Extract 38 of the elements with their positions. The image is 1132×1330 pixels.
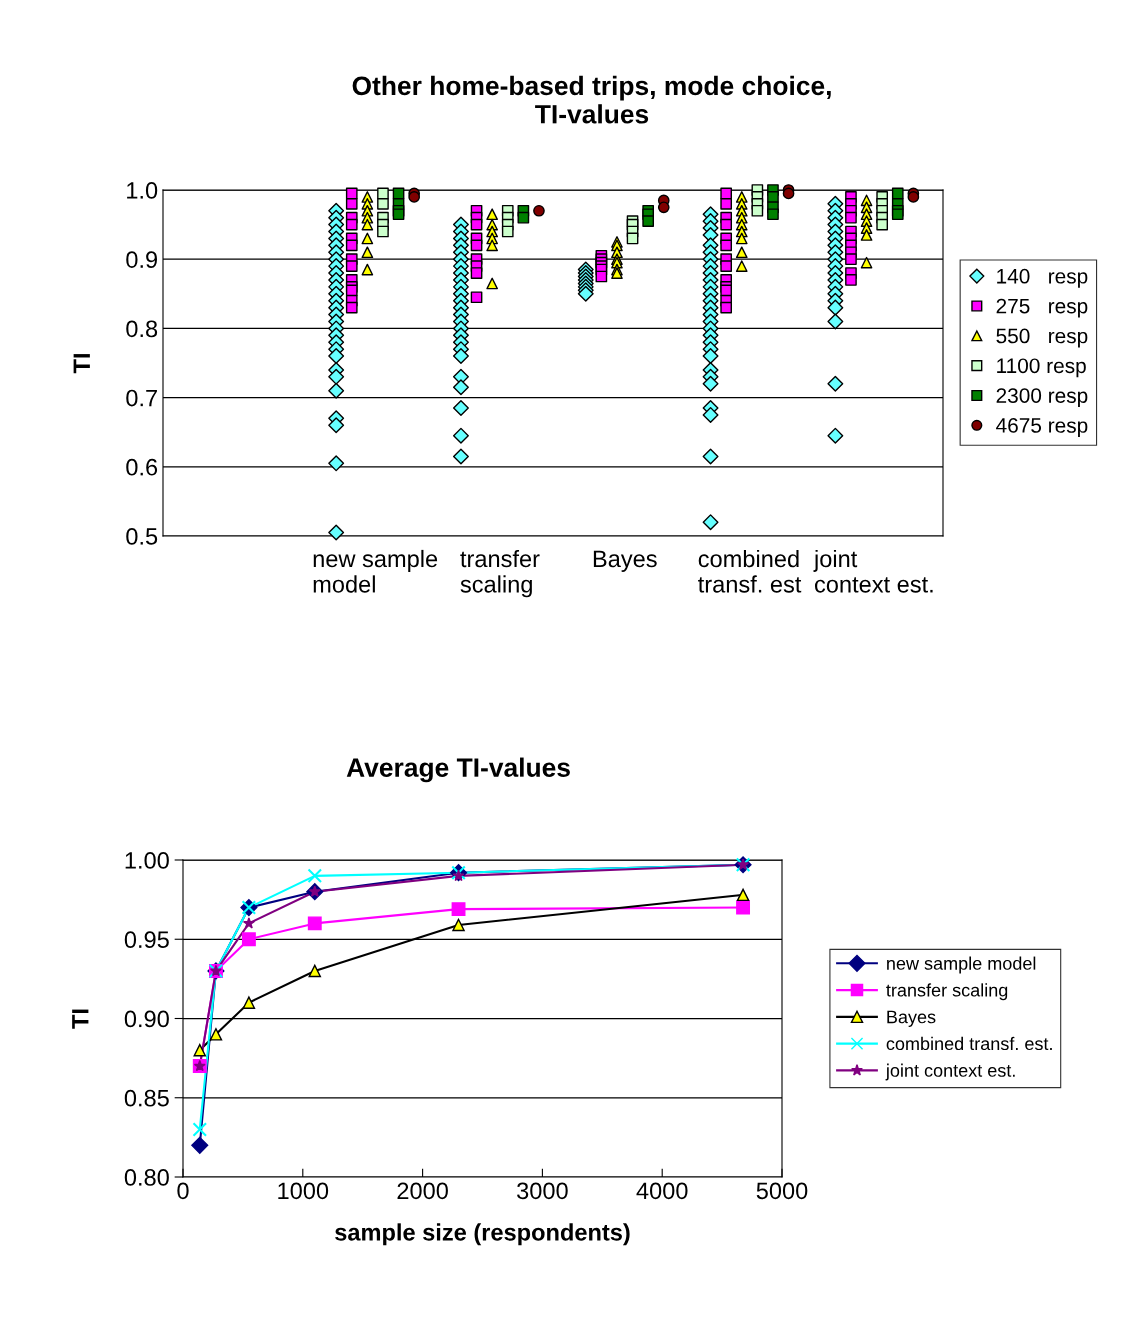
y-axis-title: TI (72, 1009, 89, 1029)
legend-label: new sample model (887, 956, 1036, 974)
x-axis-title: sample size (respondents) (335, 1223, 630, 1246)
legend-label: joint context est. (885, 1063, 1015, 1081)
y-tick-label: 0.7 (126, 389, 157, 407)
y-tick-label: 0.5 (126, 528, 158, 545)
y-axis-title: TI (73, 354, 90, 374)
legend-label: 4675 resp (996, 418, 1088, 437)
y-tick-label: 0.8 (126, 320, 158, 338)
x-tick-label: joint context est. (813, 549, 933, 593)
legend-label: 140 resp (997, 268, 1088, 288)
x-tick-label: 1000 (278, 1182, 329, 1200)
y-tick-label: 0.6 (126, 458, 158, 476)
x-tick-label: transfer scaling (460, 549, 540, 598)
legend-label: transfer scaling (886, 983, 1008, 1001)
legend-label: 2300 resp (996, 388, 1088, 408)
x-tick-label: 2000 (397, 1182, 448, 1200)
x-tick-label: new sample model (313, 549, 438, 593)
x-tick-label: 5000 (756, 1182, 808, 1200)
chart-title: Other home-based trips, mode choice, TI-values (352, 75, 831, 124)
y-tick-label: 0.9 (126, 251, 158, 268)
legend-label: Bayes (887, 1010, 936, 1027)
y-tick-label: 0.80 (124, 1169, 169, 1186)
legend-label: combined transf. est. (886, 1036, 1052, 1051)
legend-label: 275 resp (996, 298, 1088, 318)
x-tick-label: 3000 (517, 1182, 568, 1200)
y-tick-label: 0.85 (124, 1089, 169, 1107)
y-tick-label: 0.90 (124, 1010, 169, 1028)
x-tick-label: Bayes (593, 550, 657, 572)
y-tick-label: 1.0 (127, 182, 158, 199)
x-tick-label: combined transf. est (698, 549, 802, 593)
legend-label: 1100 resp (997, 358, 1086, 378)
x-tick-label: 0 (177, 1182, 189, 1200)
y-tick-label: 0.95 (124, 931, 169, 949)
chart-title: Average TI-values (346, 757, 570, 783)
x-tick-label: 4000 (636, 1182, 688, 1200)
y-tick-label: 1.00 (125, 852, 169, 869)
legend-label: 550 resp (996, 328, 1088, 348)
